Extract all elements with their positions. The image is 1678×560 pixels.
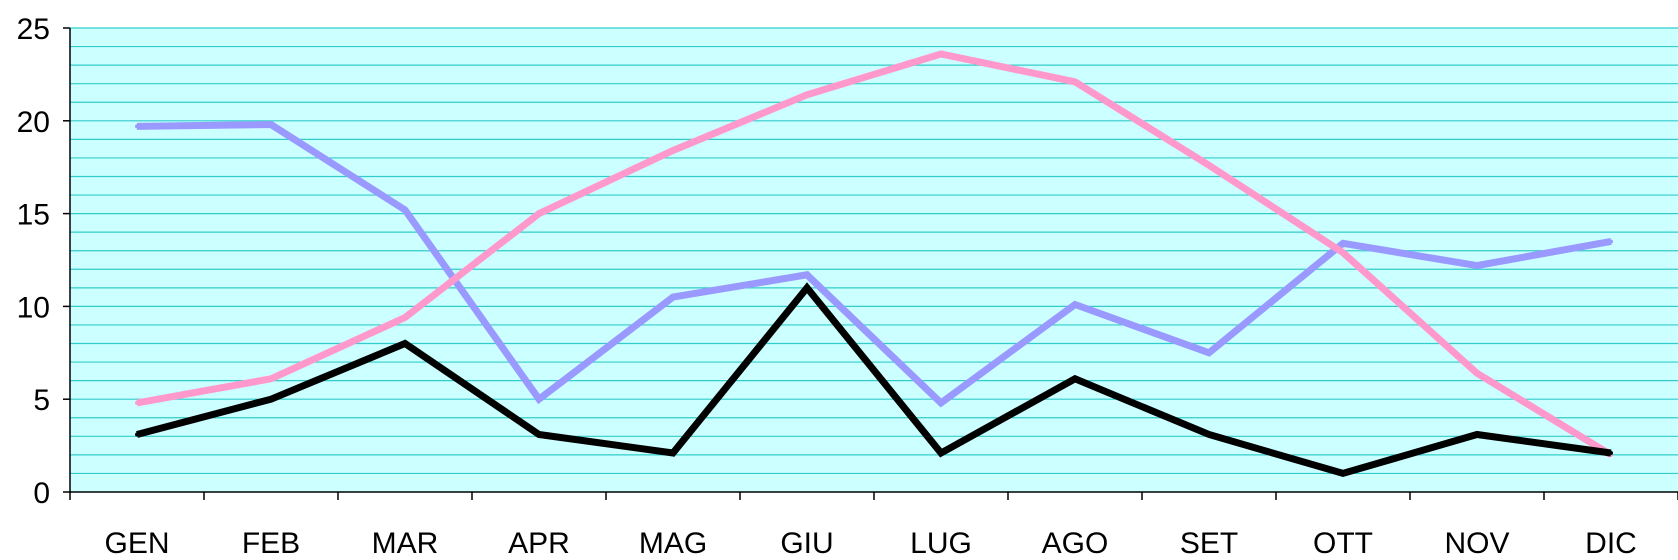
y-tick-label: 25 [17,13,50,46]
x-tick-label: GIU [780,527,833,560]
y-tick-label: 15 [17,199,50,232]
x-tick-label: DIC [1585,527,1637,560]
data-point [1475,263,1479,268]
data-point [135,124,139,129]
x-tick-label: FEB [242,527,300,560]
data-point [1341,250,1345,255]
data-point [403,315,407,320]
series-line-1 [136,120,1612,408]
data-point [537,432,541,437]
x-tick-label: AGO [1042,527,1109,560]
data-point [403,207,407,212]
data-point [939,400,943,405]
data-point [135,400,139,405]
series-line-3 [136,282,1612,478]
data-point [1073,376,1077,381]
data-point [671,148,675,153]
x-tick-label: APR [508,527,570,560]
data-point [1609,451,1613,456]
data-point [135,432,139,437]
y-tick-label: 5 [33,384,50,417]
data-point [1207,163,1211,168]
data-point [269,376,273,381]
data-point [537,211,541,216]
data-point [1475,371,1479,376]
data-point [805,272,809,277]
x-tick-label: MAG [639,527,707,560]
data-point [537,397,541,402]
y-tick-label: 0 [33,477,50,510]
x-tick-label: SET [1180,527,1238,560]
data-point [671,451,675,456]
data-point [269,122,273,127]
x-tick-label: GEN [104,527,169,560]
data-point [939,51,943,56]
data-point [1073,302,1077,307]
y-tick-label: 10 [17,291,50,324]
series-line-2 [136,50,1613,458]
plot-area [70,28,1678,492]
data-point [269,397,273,402]
data-point [1207,432,1211,437]
data-point [805,92,809,97]
data-point [671,295,675,300]
y-tick-label: 20 [17,106,50,139]
x-tick-label: LUG [910,527,972,560]
data-point [403,341,407,346]
x-tick-label: MAR [372,527,439,560]
data-point [1207,350,1211,355]
data-point [1073,79,1077,84]
data-point [805,285,809,290]
data-point [1609,239,1613,244]
x-tick-label: OTT [1313,527,1373,560]
data-point [939,451,943,456]
data-point [1341,241,1345,246]
data-point [1341,471,1345,476]
x-tick-label: NOV [1444,527,1509,560]
data-point [1475,432,1479,437]
